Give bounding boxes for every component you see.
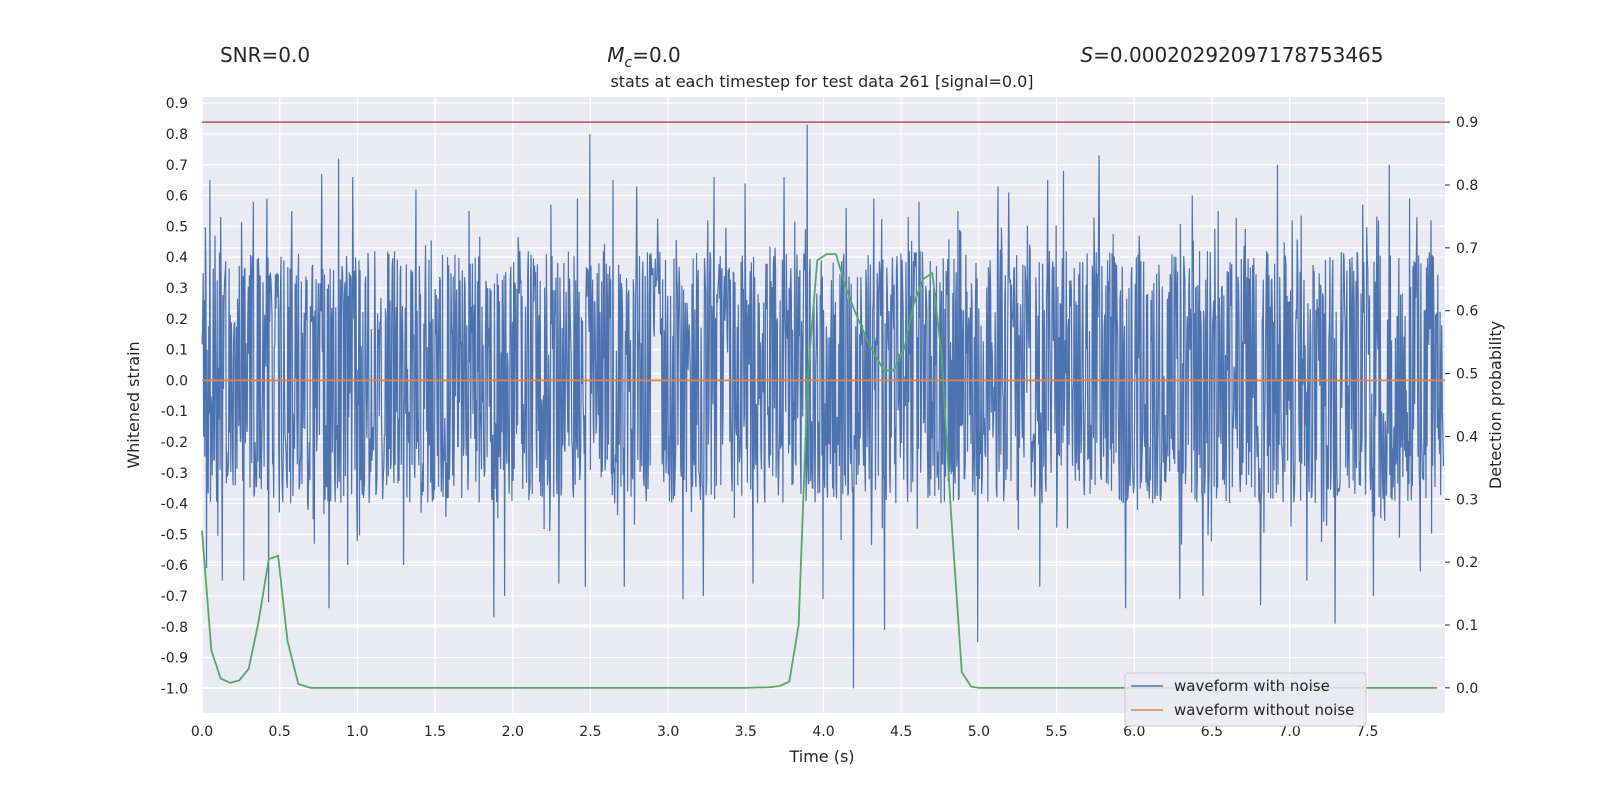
- y-tick-label-right: 0.4: [1456, 429, 1478, 445]
- tick-labels: 0.0 0.5 1.0 1.5 2.0 2.5 3.0 3.5 4.0 4.5 5.0 5.5 6.0 6…: [161, 96, 1479, 740]
- x-tick-label: 7.5: [1356, 724, 1378, 740]
- x-tick-label: 4.5: [890, 724, 912, 740]
- y-tick-label-left: -1.0: [161, 681, 188, 697]
- chirp-mass-subscript: c: [624, 55, 632, 71]
- x-tick-label: 2.5: [579, 724, 601, 740]
- chirp-mass-value: =0.0: [632, 43, 681, 67]
- y-tick-label-left: -0.7: [161, 589, 188, 605]
- y-tick-label-left: -0.3: [161, 466, 188, 482]
- y-tick-label-left: -0.1: [161, 404, 188, 420]
- legend-box: [1124, 672, 1367, 727]
- series-waveform-with-noise: [201, 124, 1445, 689]
- x-tick-label: 5.5: [1045, 724, 1067, 740]
- s-value: =0.00020292097178753465: [1093, 43, 1383, 67]
- series-lines: [201, 121, 1445, 689]
- chart-title: stats at each timestep for test data 261…: [610, 72, 1033, 91]
- x-tick-label: 7.0: [1278, 724, 1300, 740]
- y-tick-label-left: -0.8: [161, 620, 188, 636]
- y-tick-label-right: 0.7: [1456, 241, 1478, 257]
- legend: waveform with noise waveform without noi…: [1124, 672, 1367, 727]
- y-tick-label-left: 0.5: [166, 219, 188, 235]
- x-tick-label: 1.5: [424, 724, 446, 740]
- x-axis-label: Time (s): [788, 747, 854, 766]
- snr-stat: SNR=0.0: [220, 43, 310, 67]
- y-tick-label-left: 0.9: [166, 96, 188, 112]
- y-tick-label-left: 0.2: [166, 312, 188, 328]
- y-tick-label-left: 0.0: [166, 373, 188, 389]
- y-axis-label-left: Whitened strain: [124, 341, 143, 468]
- y-tick-label-left: 0.4: [166, 250, 188, 266]
- y-tick-label-left: -0.5: [161, 527, 188, 543]
- y-tick-label-right: 0.1: [1456, 618, 1478, 634]
- x-tick-label: 4.0: [812, 724, 834, 740]
- x-tick-label: 3.0: [657, 724, 679, 740]
- y-tick-label-right: 0.3: [1456, 492, 1478, 508]
- y-tick-label-left: 0.7: [166, 158, 188, 174]
- x-tick-label: 0.5: [269, 724, 291, 740]
- y-tick-label-right: 0.6: [1456, 304, 1478, 320]
- y-tick-label-right: 0.2: [1456, 555, 1478, 571]
- y-tick-label-left: 0.8: [166, 127, 188, 143]
- y-tick-label-left: -0.2: [161, 435, 188, 451]
- x-tick-label: 3.5: [735, 724, 757, 740]
- detection-probability-line: [201, 253, 1438, 689]
- chirp-mass-symbol: M: [607, 43, 624, 67]
- y-tick-label-right: 0.9: [1456, 115, 1478, 131]
- y-tick-label-left: 0.3: [166, 281, 188, 297]
- chirp-mass-stat: Mc=0.0: [607, 43, 681, 71]
- x-tick-label: 5.0: [968, 724, 990, 740]
- y-tick-label-right: 0.5: [1456, 367, 1478, 383]
- y-tick-label-right: 0.8: [1456, 178, 1478, 194]
- y-tick-label-left: 0.1: [166, 343, 188, 359]
- x-tick-label: 6.5: [1201, 724, 1223, 740]
- y-tick-label-right: 0.0: [1456, 681, 1478, 697]
- waveform-with-noise-line: [201, 124, 1445, 689]
- x-tick-label: 6.0: [1123, 724, 1145, 740]
- y-tick-label-left: -0.4: [161, 497, 188, 513]
- y-tick-label-left: -0.6: [161, 558, 188, 574]
- legend-label-without-noise: waveform without noise: [1174, 701, 1354, 719]
- s-symbol: S: [1080, 43, 1093, 67]
- x-tick-label: 2.0: [502, 724, 524, 740]
- s-stat: S=0.00020292097178753465: [1080, 43, 1383, 67]
- x-tick-label: 1.0: [346, 724, 368, 740]
- y-tick-label-left: 0.6: [166, 189, 188, 205]
- y-axis-label-right: Detection probability: [1486, 321, 1505, 489]
- legend-label-with-noise: waveform with noise: [1174, 677, 1330, 695]
- y-tick-label-left: -0.9: [161, 651, 188, 667]
- x-tick-label: 0.0: [191, 724, 213, 740]
